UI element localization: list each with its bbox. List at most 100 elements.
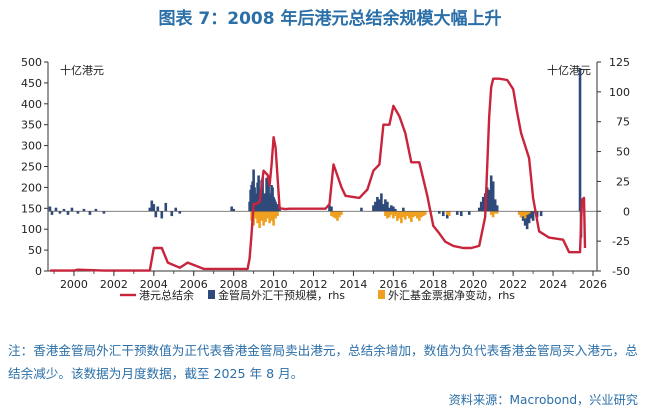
exchange-fund-bill-bar: [388, 211, 391, 218]
x-tick-label: 2000: [60, 278, 88, 291]
intervention-bar: [477, 207, 481, 212]
intervention-bar: [94, 208, 98, 212]
exchange-fund-bill-bar: [493, 211, 497, 214]
intervention-bar: [152, 204, 156, 212]
intervention-bar: [384, 199, 387, 212]
exchange-fund-bill-bar: [264, 211, 267, 223]
intervention-bar: [58, 211, 62, 214]
intervention-bar: [481, 196, 485, 212]
exchange-fund-bill-bar: [517, 211, 521, 215]
exchange-fund-bill-bar: [414, 211, 417, 217]
exchange-fund-bill-bar: [406, 211, 409, 217]
intervention-bar: [170, 211, 174, 217]
right-tick-label: 50: [616, 146, 630, 159]
intervention-bar: [150, 200, 154, 212]
left-tick-label: 150: [21, 202, 42, 215]
exchange-fund-bill-bar: [489, 211, 493, 215]
intervention-bar: [372, 205, 375, 212]
exchange-fund-bill-bar: [410, 211, 413, 223]
chart-svg: 0 50 100 150 200 250 300 350 400 450 500 -50 -25 0 25 5…: [21, 56, 630, 302]
left-tick-label: 250: [21, 161, 42, 174]
intervention-bar: [479, 201, 483, 212]
x-tick-label: 2002: [100, 278, 128, 291]
exchange-fund-bill-bar: [260, 211, 263, 221]
exchange-fund-bill-bar: [394, 211, 397, 217]
exchange-fund-bill-bar: [340, 211, 343, 215]
x-tick-label: 2016: [379, 278, 407, 291]
exchange-fund-bill-bar: [408, 211, 411, 219]
right-tick-label: 125: [609, 56, 630, 69]
intervention-bar: [328, 205, 331, 212]
intervention-bar: [523, 211, 527, 226]
exchange-fund-bill-bar: [336, 211, 339, 221]
intervention-bar: [491, 181, 495, 212]
intervention-bar: [50, 211, 54, 215]
x-tick-label: 2022: [499, 278, 527, 291]
right-tick-label: 0: [623, 205, 630, 218]
exchange-fund-bill-bar: [447, 211, 451, 217]
intervention-bar: [467, 211, 471, 215]
intervention-bar: [539, 211, 543, 217]
intervention-bar: [76, 211, 80, 214]
x-tick-label: 2020: [459, 278, 487, 291]
exchange-fund-bill-bar: [396, 211, 399, 221]
intervention-bar: [70, 207, 74, 212]
aggregate-balance-line: [50, 77, 587, 272]
exchange-fund-bill-bar: [422, 211, 425, 217]
exchange-fund-bill-bar: [262, 211, 265, 226]
exchange-fund-bill-bar: [416, 211, 419, 219]
legend-swatch-intervention: [208, 290, 215, 299]
intervention-bar: [380, 193, 383, 212]
legend-swatch-exchange-fund: [378, 290, 385, 299]
intervention-bar: [178, 211, 182, 214]
exchange-fund-bill-bar: [386, 211, 389, 219]
exchange-fund-bill-bar: [258, 211, 261, 229]
legend-label: 港元总结余: [139, 288, 194, 302]
intervention-bar: [489, 175, 493, 212]
exchange-fund-bill-bar: [491, 211, 495, 218]
intervention-bar: [376, 196, 379, 212]
right-tick-label: -50: [612, 265, 630, 278]
x-tick-label: 2026: [579, 278, 607, 291]
right-tick-label: 25: [616, 175, 630, 188]
exchange-fund-bill-bar: [424, 211, 427, 215]
legend-label: 金管局外汇干预规模，rhs: [218, 288, 345, 302]
exchange-fund-bill-bar: [404, 211, 407, 220]
right-axis-unit-label: 十亿港元: [547, 63, 591, 77]
intervention-bar: [330, 206, 333, 212]
intervention-bar: [232, 208, 235, 212]
exchange-fund-bill-bar: [392, 211, 395, 219]
intervention-bar: [360, 207, 363, 212]
exchange-fund-bill-bar: [270, 211, 273, 221]
exchange-fund-bill-bar: [276, 211, 279, 217]
exchange-fund-bill-bar: [445, 211, 449, 215]
exchange-fund-bill-bar: [272, 211, 275, 226]
intervention-bar: [374, 201, 377, 212]
intervention-bar: [148, 207, 152, 212]
left-tick-label: 500: [21, 56, 42, 69]
exchange-fund-bill-bar: [420, 211, 423, 218]
intervention-bar: [493, 199, 497, 212]
intervention-bar: [156, 206, 160, 212]
exchange-fund-bill-bar: [495, 211, 499, 214]
intervention-bar: [441, 211, 445, 217]
intervention-bar: [485, 187, 489, 212]
right-tick-label: 75: [616, 116, 630, 129]
intervention-bar: [102, 211, 106, 214]
left-tick-label: 300: [21, 140, 42, 153]
exchange-fund-bill-bar: [390, 211, 393, 215]
exchange-fund-bill-bar: [330, 211, 333, 217]
exchange-fund-bill-bar: [384, 211, 387, 217]
intervention-bar: [378, 199, 381, 212]
exchange-fund-bill-bar: [338, 211, 341, 218]
intervention-bar: [487, 189, 491, 212]
intervention-bar: [48, 206, 52, 212]
exchange-fund-bill-bar: [274, 211, 277, 219]
exchange-fund-bill-bar: [523, 211, 527, 219]
intervention-bar: [437, 211, 441, 214]
x-tick-label: 2012: [300, 278, 328, 291]
chart-panel: 0 50 100 150 200 250 300 350 400 450 500 -50 -25 0 25 5…: [0, 44, 660, 310]
intervention-bar: [257, 175, 260, 212]
intervention-bar: [174, 207, 178, 212]
legend-label: 外汇基金票据净变动，rhs: [388, 288, 515, 302]
